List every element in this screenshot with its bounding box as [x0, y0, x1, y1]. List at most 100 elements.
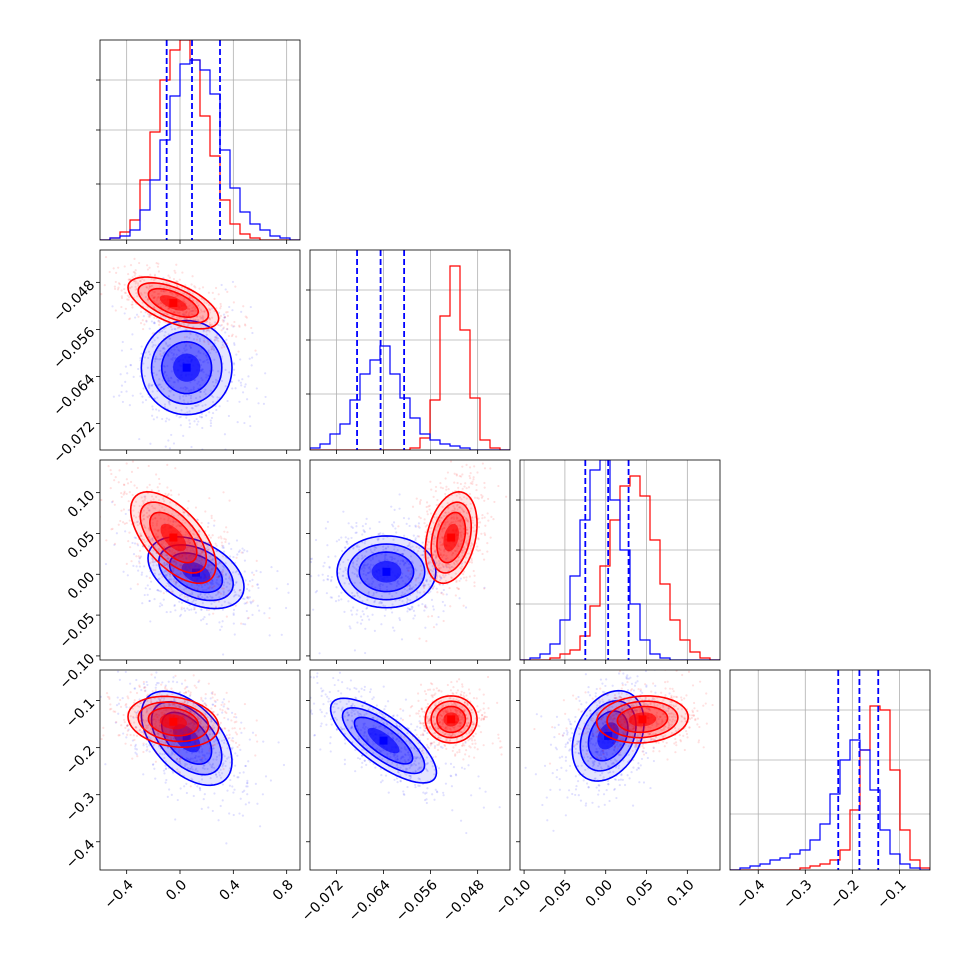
- series-blue-point: [390, 583, 393, 586]
- series-red-point: [117, 481, 120, 484]
- series-red-point: [185, 729, 188, 732]
- series-blue-point: [168, 572, 172, 576]
- series-blue-point: [162, 769, 166, 772]
- series-red-point: [459, 566, 462, 570]
- series-blue-point: [164, 445, 167, 448]
- series-red-point: [100, 292, 103, 296]
- series-red-point: [143, 291, 146, 294]
- panel-1-1: [306, 249, 511, 454]
- series-red-point: [473, 574, 476, 577]
- series-blue-point: [209, 763, 212, 766]
- series-red-point: [228, 733, 231, 736]
- series-red-point: [170, 738, 173, 741]
- series-red-point: [195, 741, 198, 745]
- series-blue-point: [312, 608, 315, 611]
- series-blue-point: [334, 600, 338, 603]
- series-red-point: [459, 520, 462, 523]
- series-blue-point: [396, 580, 399, 584]
- series-red-point: [178, 322, 181, 325]
- series-blue-point: [208, 752, 211, 755]
- series-blue-point: [200, 544, 203, 548]
- series-blue-point: [369, 568, 372, 571]
- series-blue-point: [156, 732, 159, 735]
- series-red-point: [136, 583, 139, 586]
- series-blue-point: [232, 595, 236, 598]
- series-blue-point: [210, 347, 213, 351]
- series-blue-point: [146, 366, 149, 369]
- series-red-point: [470, 507, 473, 510]
- series-red-point: [191, 721, 194, 724]
- series-blue-point: [201, 426, 204, 430]
- series-blue-point: [241, 391, 245, 394]
- series-red-point: [151, 521, 154, 525]
- series-blue-point: [200, 370, 203, 373]
- series-red-point: [193, 684, 196, 687]
- series-blue-point: [157, 714, 161, 717]
- series-blue-point: [235, 716, 238, 719]
- series-blue-point: [164, 764, 167, 767]
- panel-frame: [519, 459, 721, 661]
- series-red-point: [426, 543, 429, 546]
- series-red-point: [220, 541, 223, 544]
- series-red-point: [424, 525, 427, 528]
- series-blue-point: [186, 598, 190, 601]
- series-red-point: [436, 571, 439, 574]
- series-red-point: [127, 272, 130, 276]
- series-red-point: [185, 714, 188, 717]
- series-red-point: [180, 286, 184, 289]
- series-blue-point: [203, 360, 206, 363]
- series-blue-point: [205, 608, 209, 612]
- series-red-point: [159, 517, 162, 520]
- series-blue-point: [236, 776, 239, 779]
- series-red-point: [178, 278, 181, 281]
- series-red-point: [171, 741, 174, 744]
- series-blue-point: [356, 591, 359, 594]
- series-red-point: [234, 285, 237, 288]
- series-red-point: [184, 575, 188, 579]
- series-red-point: [461, 539, 464, 542]
- series-red-point: [155, 726, 158, 729]
- series-red-point: [184, 729, 187, 732]
- series-red-point: [208, 330, 211, 333]
- series-red-point: [450, 517, 453, 520]
- series-blue-point: [340, 536, 343, 539]
- series-red-point: [186, 717, 189, 720]
- series-blue-point: [158, 358, 161, 361]
- series-blue-point: [178, 757, 182, 761]
- series-blue-point: [199, 351, 202, 355]
- series-red-point: [426, 562, 430, 565]
- series-red-point: [192, 320, 195, 323]
- series-blue-point: [324, 527, 327, 530]
- series-red-point: [230, 334, 234, 338]
- series-red-point: [203, 309, 206, 313]
- series-blue-point: [239, 381, 242, 384]
- series-blue-point: [337, 538, 341, 541]
- series-red-point: [432, 626, 436, 629]
- series-red-point: [190, 556, 193, 559]
- series-red-point: [156, 265, 160, 268]
- series-blue-point: [200, 412, 204, 415]
- series-red-point: [161, 690, 164, 693]
- series-blue-point: [185, 708, 189, 711]
- series-blue-point: [196, 382, 199, 385]
- series-blue-point: [361, 533, 364, 536]
- series-blue-point: [353, 594, 356, 597]
- series-red-point: [212, 743, 215, 747]
- series-blue-point: [355, 613, 358, 616]
- series-red-point: [458, 524, 461, 527]
- series-red-point: [201, 550, 204, 553]
- series-red-point: [236, 745, 239, 749]
- series-blue-point: [367, 592, 370, 595]
- series-red-point: [193, 307, 197, 310]
- series-red-point: [158, 482, 161, 485]
- series-blue-point: [198, 755, 201, 758]
- series-red-point: [443, 576, 446, 579]
- series-blue-point: [186, 757, 189, 760]
- series-blue-point: [187, 539, 190, 542]
- series-red-point: [148, 576, 151, 579]
- series-red-point: [145, 707, 148, 711]
- series-red-point: [176, 710, 179, 713]
- series-red-point: [138, 684, 141, 687]
- series-red-point: [144, 735, 148, 738]
- series-red-point: [184, 284, 187, 287]
